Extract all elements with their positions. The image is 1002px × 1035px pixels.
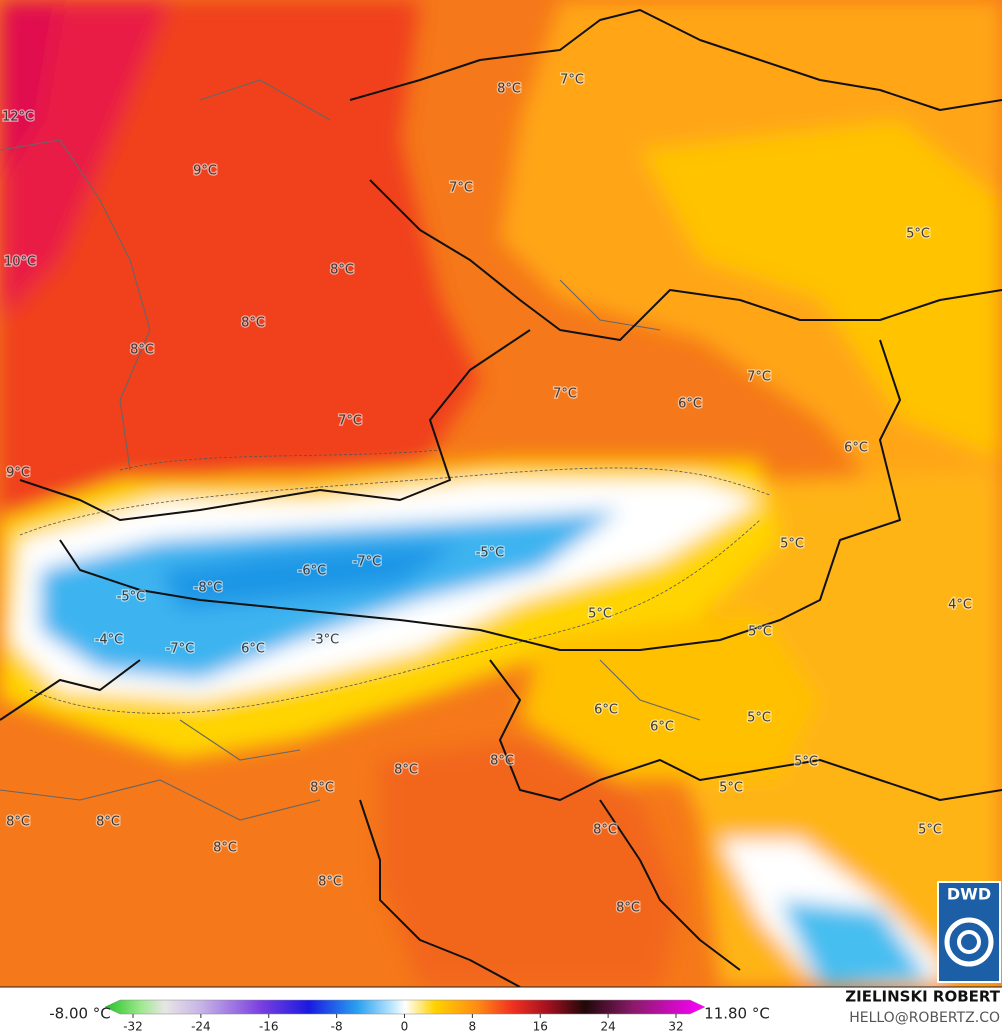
dwd-logo: DWD — [937, 881, 1001, 983]
temperature-label: 5°C — [719, 781, 743, 796]
colorbar-tick-label: 16 — [533, 1020, 548, 1034]
temperature-labels: 12°C 9°C 10°C 8°C 8°C 8°C 7°C 9°C 8°C 7°C 7°C 5°C 7°… — [1, 71, 973, 917]
temperature-label: 12°C — [2, 110, 34, 125]
temperature-label: 5°C — [906, 227, 930, 242]
temperature-label: -3°C — [311, 633, 340, 648]
temperature-label: 9°C — [6, 466, 30, 481]
temperature-label: -4°C — [95, 633, 124, 648]
temperature-label: 6°C — [594, 703, 618, 718]
temperature-label: 8°C — [616, 901, 640, 916]
logo-text: DWD — [947, 885, 991, 904]
temperature-label: 8°C — [497, 82, 521, 97]
temperature-label: 8°C — [394, 763, 418, 778]
colorbar-bar — [104, 999, 706, 1015]
temperature-label: 7°C — [338, 414, 362, 429]
temperature-label: 8°C — [490, 754, 514, 769]
temperature-label: 5°C — [794, 755, 818, 770]
temperature-label: 4°C — [948, 598, 972, 613]
temperature-label: 8°C — [318, 875, 342, 890]
temperature-label: 10°C — [4, 255, 36, 270]
colorbar-tick-label: -16 — [259, 1020, 279, 1034]
temperature-label: 8°C — [130, 343, 154, 358]
temperature-label: -5°C — [476, 546, 505, 561]
temperature-label: 9°C — [193, 164, 217, 179]
colorbar-tick-label: 8 — [469, 1020, 477, 1034]
colorbar-tick-label: -24 — [191, 1020, 211, 1034]
credit-email: HELLO@ROBERTZ.CO — [849, 1010, 1000, 1026]
temperature-label: 8°C — [310, 781, 334, 796]
temperature-label: 6°C — [678, 397, 702, 412]
temperature-label: 7°C — [560, 73, 584, 88]
temperature-label: 8°C — [6, 815, 30, 830]
colorbar-tick-label: 32 — [668, 1020, 683, 1034]
temperature-label: 8°C — [96, 815, 120, 830]
temperature-label: 5°C — [918, 823, 942, 838]
colorbar-tick-label: -32 — [123, 1020, 143, 1034]
colorbar-tick-label: -8 — [331, 1020, 343, 1034]
temperature-label: 8°C — [241, 316, 265, 331]
temperature-label: 5°C — [588, 607, 612, 622]
temperature-label: -7°C — [166, 642, 195, 657]
logo-swirl — [944, 917, 994, 967]
temperature-label: 8°C — [330, 263, 354, 278]
temperature-label: 6°C — [241, 642, 265, 657]
temperature-label: 8°C — [593, 823, 617, 838]
temperature-label: 5°C — [780, 537, 804, 552]
temperature-label: 7°C — [747, 370, 771, 385]
temperature-label: -7°C — [353, 555, 382, 570]
colorbar-max: 11.80 °C — [704, 1005, 770, 1023]
colorbar-min: -8.00 °C — [49, 1005, 111, 1023]
temperature-label: 6°C — [650, 720, 674, 735]
colorbar: -8.00 °C 11.80 °C -32 -24 -16 -8 0 8 16 24 32 — [49, 999, 770, 1034]
temperature-label: 6°C — [844, 441, 868, 456]
temperature-label: 8°C — [213, 841, 237, 856]
temperature-label: 5°C — [748, 625, 772, 640]
temperature-field — [0, 0, 1002, 987]
logo-swirl-inner — [957, 930, 981, 954]
temperature-label: -8°C — [194, 581, 223, 596]
colorbar-tick-label: 0 — [401, 1020, 409, 1034]
colorbar-tick-label: 24 — [600, 1020, 615, 1034]
temperature-label: 7°C — [449, 181, 473, 196]
credit-name: ZIELINSKI ROBERT — [845, 988, 1000, 1006]
temperature-label: 7°C — [553, 387, 577, 402]
temperature-label: -6°C — [298, 564, 327, 579]
temperature-label: -5°C — [117, 590, 146, 605]
temperature-label: 5°C — [747, 711, 771, 726]
